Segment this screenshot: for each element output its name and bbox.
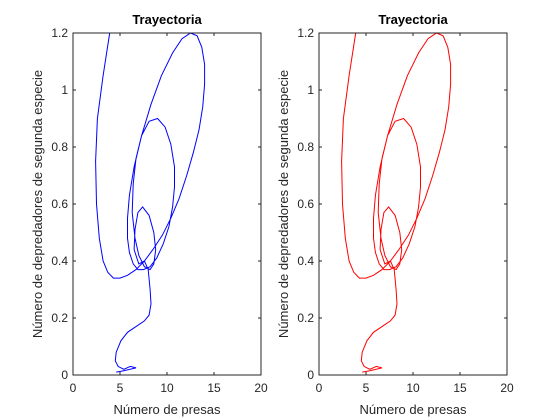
y-tick-label: 0.6 [297,197,314,211]
y-tick-label: 0.4 [51,254,68,268]
y-ticks-right: 0 0.2 0.4 0.6 0.8 1 1.2 [297,26,507,382]
y-ticks-left: 0 0.2 0.4 0.6 0.8 1 1.2 [51,26,261,382]
y-tick-label: 1 [307,83,314,97]
trajectory-line-right [341,32,452,373]
y-tick-label: 0.4 [297,254,314,268]
x-tick-label: 5 [363,381,370,395]
y-tick-label: 0.8 [297,140,314,154]
y-tick-label: 0 [307,368,314,382]
y-tick-label: 1 [61,83,68,97]
x-axis-label-right: Número de presas [360,402,467,417]
x-tick-label: 20 [500,381,514,395]
y-axis-label-left: Número de depredadores de segunda especi… [30,70,45,338]
y-tick-label: 0.8 [51,140,68,154]
x-tick-label: 20 [254,381,268,395]
y-tick-label: 0.2 [51,311,68,325]
y-tick-label: 0.2 [297,311,314,325]
x-tick-label: 10 [160,381,174,395]
y-tick-label: 0 [61,368,68,382]
x-ticks-right: 0 5 10 15 20 [316,33,514,395]
x-tick-label: 0 [70,381,77,395]
subplot-right: Trayectoria 0 5 10 15 20 0 0.2 0.4 0.6 0.8 1 1.2 N… [276,12,514,417]
y-tick-label: 1.2 [51,26,68,40]
x-tick-label: 10 [406,381,420,395]
x-axis-label-left: Número de presas [114,402,221,417]
x-tick-label: 15 [207,381,221,395]
plot-title-left: Trayectoria [132,12,202,27]
plot-title-right: Trayectoria [378,12,448,27]
axes-right: 0 5 10 15 20 0 0.2 0.4 0.6 0.8 1 1.2 [297,26,514,395]
x-ticks-left: 0 5 10 15 20 [70,33,268,395]
x-tick-label: 15 [453,381,467,395]
axes-left: 0 5 10 15 20 0 0.2 0.4 0.6 0.8 1 1.2 [51,26,268,395]
subplot-left: Trayectoria 0 5 10 15 20 0 0.2 0.4 0.6 0.8 1 1.2 N… [30,12,268,417]
y-axis-label-right: Número de depredadores de segunda especi… [276,70,291,338]
x-tick-label: 5 [117,381,124,395]
y-tick-label: 0.6 [51,197,68,211]
trajectory-line-left [95,32,206,373]
y-tick-label: 1.2 [297,26,314,40]
x-tick-label: 0 [316,381,323,395]
